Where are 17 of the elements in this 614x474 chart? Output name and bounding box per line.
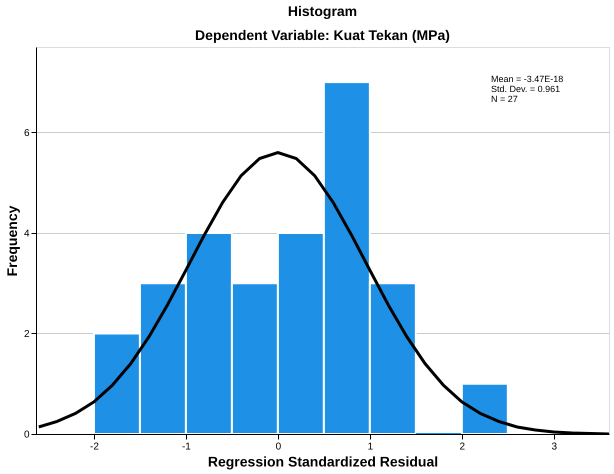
y-tick-label: 6 — [24, 128, 30, 139]
y-tick-label: 4 — [24, 228, 30, 240]
annotation: Mean = -3.47E-18 — [491, 74, 564, 84]
y-tick-label: 2 — [24, 328, 30, 340]
y-axis-title: Frequency — [4, 205, 20, 276]
x-tick-label: 3 — [552, 442, 558, 452]
chart-subtitle: Dependent Variable: Kuat Tekan (MPa) — [195, 27, 450, 43]
chart-title: Histogram — [288, 3, 358, 19]
x-tick-label: 0 — [276, 442, 282, 452]
x-tick-label: 2 — [460, 442, 466, 452]
x-tick-label: 1 — [368, 442, 374, 452]
annotation: Std. Dev. = 0.961 — [491, 84, 560, 94]
x-tick-label: -2 — [90, 442, 100, 452]
x-tick-label: -1 — [182, 442, 192, 452]
x-axis-title: Regression Standardized Residual — [208, 454, 438, 470]
annotation: N = 27 — [491, 94, 518, 104]
y-tick-label: 0 — [24, 430, 30, 440]
